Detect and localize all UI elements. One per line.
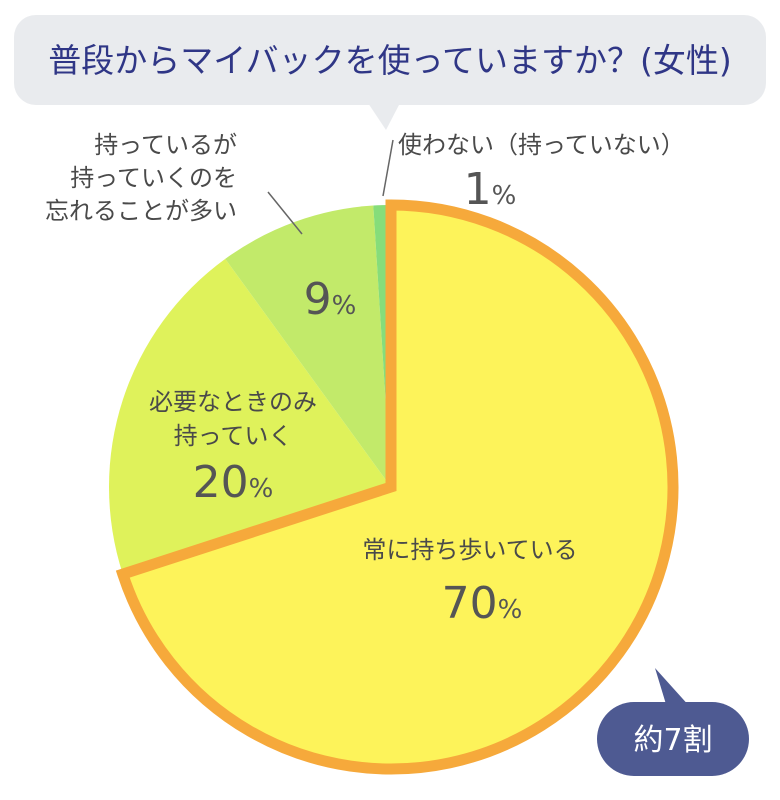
badge-text: 約7割 <box>633 723 712 758</box>
label-forget-line2: 持っていくのを <box>70 164 237 192</box>
label-forget-line3: 忘れることが多い <box>45 197 237 225</box>
value-needed-sign: % <box>249 474 274 504</box>
leader-line-none <box>382 139 394 197</box>
title-bubble: 普段からマイバックを使っていますか？(女性) <box>14 15 766 130</box>
value-forget: 9 <box>304 274 332 325</box>
pie-slice-forget <box>225 205 391 487</box>
label-forget-line1: 持っているが <box>94 131 237 159</box>
value-label-needed: 20% <box>193 457 274 508</box>
pie-slice-always <box>115 199 679 775</box>
value-forget-sign: % <box>332 291 357 321</box>
leader-line-forget <box>267 191 303 235</box>
pie-slices <box>109 199 679 775</box>
value-label-none: 1% <box>464 164 517 215</box>
label-none: 使わない（持っていない） <box>398 131 685 159</box>
value-label-forget: 9% <box>304 274 357 325</box>
label-always: 常に持ち歩いている <box>362 536 577 564</box>
value-always-sign: % <box>498 595 523 625</box>
summary-badge: 約7割 <box>597 668 749 776</box>
chart-title: 普段からマイバックを使っていますか？(女性) <box>48 41 731 80</box>
pie-slice-needed <box>109 258 392 575</box>
label-needed-line2: 持っていく <box>174 422 293 450</box>
value-always: 70 <box>442 578 498 629</box>
value-none-sign: % <box>492 181 517 211</box>
label-needed-line1: 必要なときのみ <box>149 388 317 416</box>
value-label-always: 70% <box>442 578 523 629</box>
value-needed: 20 <box>193 457 249 508</box>
value-none: 1 <box>464 164 492 215</box>
